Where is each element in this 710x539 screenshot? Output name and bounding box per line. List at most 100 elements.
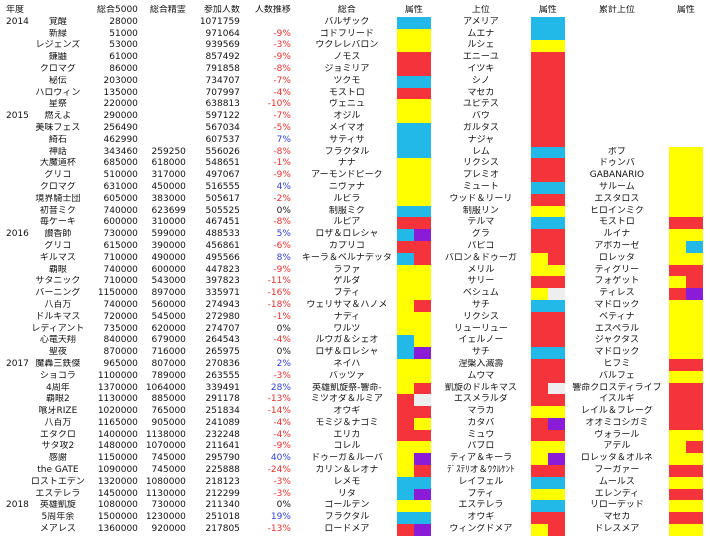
participants-cell: 495566 bbox=[205, 252, 240, 263]
total5000-cell: 840000 bbox=[103, 335, 138, 346]
sogo-cell: バッツァ bbox=[328, 370, 365, 381]
attr-swatch bbox=[530, 87, 565, 100]
total-seirei-cell: 905000 bbox=[151, 417, 186, 428]
event-name-cell: ギルマス bbox=[39, 252, 76, 263]
attr-swatch bbox=[668, 240, 703, 253]
total5000-cell: 631000 bbox=[103, 181, 138, 192]
attr-swatch bbox=[668, 488, 703, 501]
event-name-cell: 覚醒 bbox=[48, 16, 67, 27]
total-seirei-cell bbox=[141, 52, 189, 64]
total-seirei-cell: 1080000 bbox=[145, 476, 186, 487]
jyoi-cell: エステレラ bbox=[458, 500, 504, 511]
total5000-cell: 256490 bbox=[103, 122, 138, 133]
sogo-cell: 英雄凱旋祭-響命- bbox=[312, 382, 382, 393]
attr-swatch bbox=[396, 240, 431, 253]
event-name-cell: 八百万 bbox=[44, 417, 72, 428]
jyoi-cell: パピコ bbox=[467, 240, 495, 251]
total5000-cell: 135000 bbox=[103, 87, 138, 98]
total5000-cell: 1020000 bbox=[97, 406, 138, 417]
ruikei-cell: フーガァー bbox=[594, 465, 640, 476]
attr-swatch bbox=[530, 111, 565, 123]
attr-swatch bbox=[530, 205, 565, 218]
event-name-cell: the GATE bbox=[37, 465, 79, 476]
event-name-cell: レジェンズ bbox=[35, 40, 81, 51]
attr-swatch bbox=[530, 217, 565, 230]
sogo-cell: メイマオ bbox=[328, 122, 365, 133]
table-row: 美味フェス 256490 567034 -5% メイマオ ガルタス bbox=[6, 122, 703, 135]
ruikei-cell bbox=[565, 111, 669, 123]
trend-cell: -16% bbox=[267, 288, 291, 299]
trend-cell: -8% bbox=[273, 146, 291, 157]
sogo-cell: モミジ＆ナゴミ bbox=[315, 417, 379, 428]
year-cell bbox=[6, 371, 29, 383]
attr-swatch bbox=[396, 524, 431, 536]
attr-swatch bbox=[668, 335, 703, 348]
total-seirei-cell: 310000 bbox=[151, 217, 186, 228]
total5000-cell: 1360000 bbox=[97, 524, 138, 535]
participants-cell: 556026 bbox=[205, 146, 240, 157]
attr-swatch bbox=[396, 170, 431, 182]
attr-swatch bbox=[668, 370, 703, 383]
year-cell bbox=[6, 253, 29, 265]
ruikei-cell: バルフェ bbox=[598, 370, 635, 381]
total-seirei-cell: 807000 bbox=[151, 358, 186, 369]
ruikei-cell: ジャクタス bbox=[594, 335, 639, 346]
table-row: 2015 燃えよ 290000 597122 -7% オジル バウ bbox=[6, 111, 703, 123]
ruikei-cell: リローデッド bbox=[589, 500, 644, 511]
participants-cell: 272980 bbox=[205, 311, 240, 322]
total-seirei-cell bbox=[141, 29, 189, 41]
jyoi-cell: エニーユ bbox=[462, 52, 499, 63]
participants-cell: 597122 bbox=[205, 111, 240, 122]
total-seirei-cell bbox=[141, 17, 189, 29]
table-row: 2014 覚醒 28000 1071759 バルザック アメリア bbox=[6, 16, 703, 29]
participants-cell: 567034 bbox=[205, 122, 240, 133]
attr-swatch bbox=[669, 64, 703, 76]
attr-swatch bbox=[669, 99, 703, 111]
year-cell bbox=[6, 194, 29, 206]
total-seirei-cell: 490000 bbox=[151, 252, 186, 263]
ruikei-cell bbox=[565, 17, 669, 29]
attr-swatch bbox=[530, 264, 565, 277]
participants-cell: 607537 bbox=[205, 134, 240, 145]
sogo-cell: ネイハ bbox=[333, 358, 361, 369]
participants-cell: 263555 bbox=[205, 370, 240, 381]
attr-swatch bbox=[668, 264, 703, 277]
header-jyoi: 上位 bbox=[471, 5, 490, 15]
sogo-cell: カプリコ bbox=[328, 240, 365, 251]
event-name-cell: エタクロ bbox=[39, 429, 76, 440]
ruikei-cell: フォゲット bbox=[594, 276, 640, 287]
ruikei-cell: GABANARIO bbox=[589, 170, 645, 181]
trend-cell: 2% bbox=[276, 358, 291, 369]
attr-swatch bbox=[530, 146, 565, 159]
attr-swatch bbox=[530, 193, 565, 206]
ruikei-cell: レイル＆フレーグ bbox=[580, 406, 653, 417]
attr-swatch bbox=[668, 524, 703, 536]
sogo-cell: ブティ bbox=[333, 288, 361, 299]
attr-swatch bbox=[396, 134, 431, 147]
trend-cell: -1% bbox=[273, 158, 291, 169]
attr-swatch bbox=[396, 370, 431, 383]
attr-swatch bbox=[668, 276, 703, 289]
year-cell bbox=[6, 347, 29, 359]
sogo-cell: オジル bbox=[333, 111, 361, 122]
participants-cell: 467451 bbox=[205, 217, 240, 228]
attr-swatch bbox=[396, 394, 431, 407]
jyoi-cell: ミュウ bbox=[467, 429, 495, 440]
attr-swatch bbox=[669, 88, 703, 100]
jyoi-cell: ユピテス bbox=[462, 99, 499, 110]
table-row: 5周年余 1500000 1230000 251018 19% フラクタル オウギ マセカ bbox=[6, 512, 703, 525]
participants-cell: 212299 bbox=[205, 488, 240, 499]
jyoi-cell: ウィングドメア bbox=[449, 524, 513, 535]
table-row: 八百万 1165000 905000 241089 -4% モミジ＆ナゴミ カタバ オオミコシ… bbox=[6, 417, 703, 430]
sogo-cell: ナナ bbox=[337, 158, 356, 169]
attr-swatch bbox=[530, 134, 565, 147]
participants-cell: 857492 bbox=[205, 52, 240, 63]
sogo-cell: ロードメア bbox=[324, 524, 370, 535]
sogo-cell: アーモンドピーク bbox=[311, 170, 383, 181]
year-cell bbox=[6, 265, 29, 277]
attr-swatch bbox=[668, 347, 703, 359]
jyoi-cell: バウ bbox=[471, 111, 490, 122]
attr-swatch bbox=[668, 193, 703, 206]
jyoi-cell: ミュート bbox=[462, 181, 499, 192]
trend-cell: -1% bbox=[273, 311, 291, 322]
